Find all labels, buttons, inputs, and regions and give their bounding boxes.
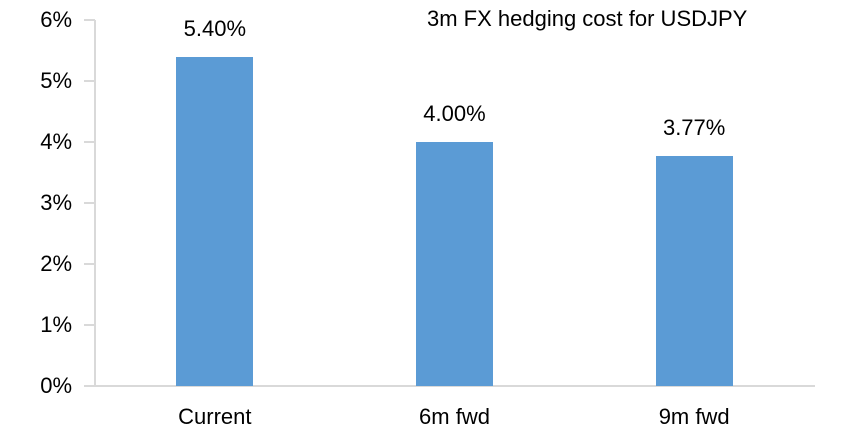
bar-9m-fwd [655,156,733,386]
y-tick-mark [84,385,95,387]
y-tick-mark [84,141,95,143]
y-tick-label: 3% [40,190,72,215]
bar-value-label: 5.40% [183,15,247,41]
y-tick-label: 6% [40,7,72,32]
x-category-label: 9m fwd [658,404,730,429]
bar-value-label: 3.77% [662,115,726,141]
bar-current [176,56,254,386]
y-tick-label: 2% [40,251,72,276]
y-tick-mark [84,324,95,326]
y-tick-mark [84,263,95,265]
chart-title: 3m FX hedging cost for USDJPY [427,6,748,31]
y-tick-mark [84,202,95,204]
x-category-label: Current [178,404,252,429]
bar-value-label: 4.00% [423,101,486,126]
y-tick-mark [84,80,95,82]
y-axis-line [94,20,96,386]
x-axis-line [94,385,815,387]
y-tick-label: 4% [40,129,72,154]
y-tick-label: 5% [40,68,72,93]
y-tick-mark [84,19,95,21]
bar-6m-fwd [416,142,493,386]
y-tick-label: 0% [40,373,72,398]
y-tick-label: 1% [40,312,72,337]
x-category-label: 6m fwd [419,404,490,429]
